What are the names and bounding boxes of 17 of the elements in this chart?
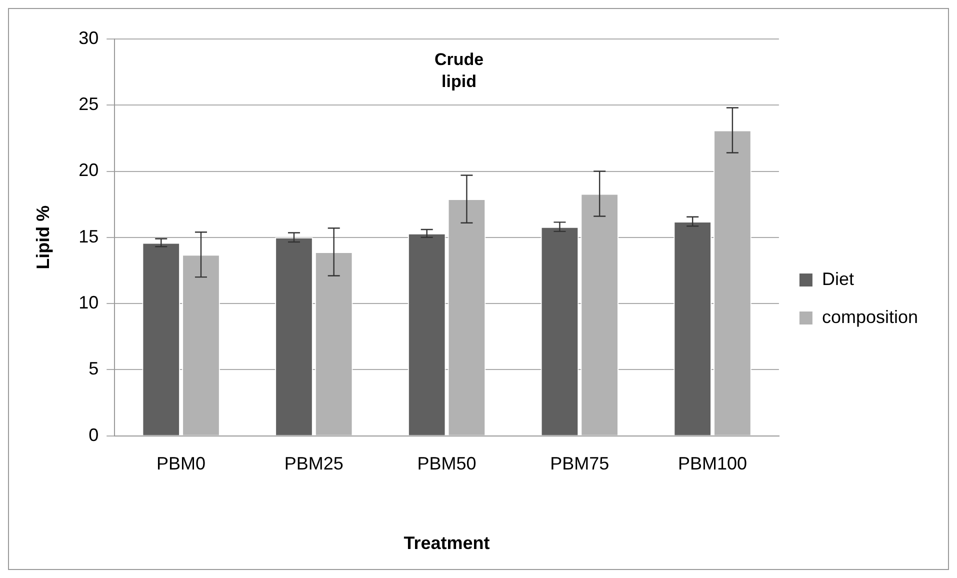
y-tick-label: 30 bbox=[78, 28, 99, 48]
legend-label: composition bbox=[822, 306, 918, 327]
y-tick-label: 10 bbox=[78, 292, 99, 312]
x-tick-label: PBM0 bbox=[156, 454, 206, 474]
y-tick-label: 20 bbox=[78, 160, 99, 180]
x-axis-title: Treatment bbox=[404, 533, 490, 554]
x-tick-label: PBM100 bbox=[678, 454, 748, 474]
y-tick-label: 5 bbox=[88, 358, 99, 379]
x-tick-label: PBM75 bbox=[550, 454, 610, 474]
x-tick-label: PBM50 bbox=[417, 454, 476, 474]
y-tick-label: 0 bbox=[88, 424, 99, 445]
y-axis-title: Lipid % bbox=[32, 205, 53, 270]
legend-label: Diet bbox=[822, 268, 854, 289]
text: Crude lipid bbox=[433, 49, 485, 93]
y-tick-label: 15 bbox=[78, 226, 99, 246]
x-tick-label: PBM25 bbox=[284, 454, 344, 474]
y-tick-label: 25 bbox=[78, 94, 99, 114]
